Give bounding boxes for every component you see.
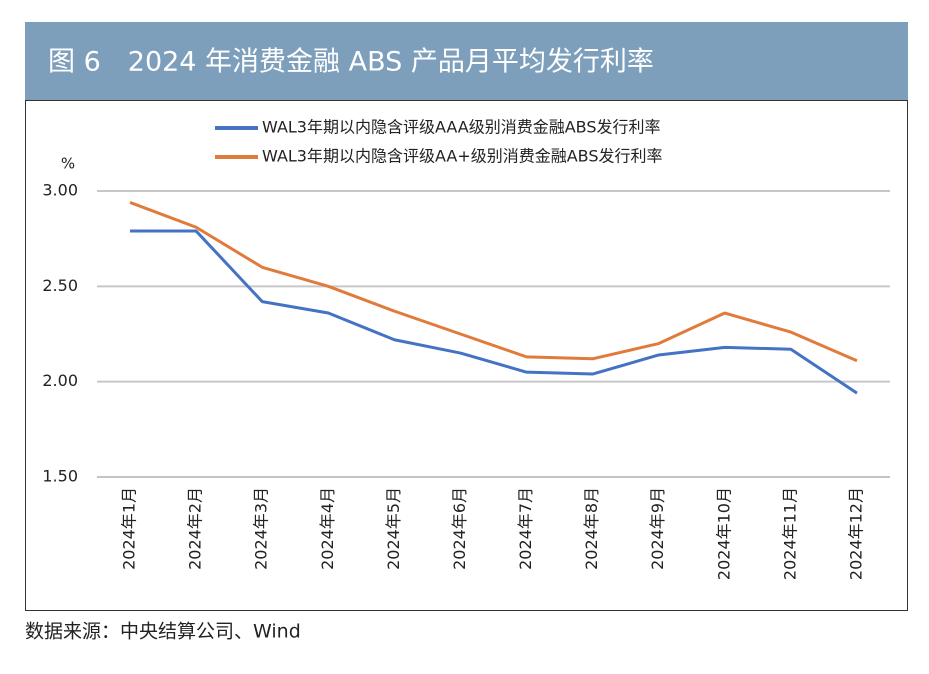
y-tick-label: 2.00 (42, 371, 78, 390)
legend-label: WAL3年期以内隐含评级AA+级别消费金融ABS发行利率 (262, 147, 663, 166)
chart-title: 图 6 2024 年消费金融 ABS 产品月平均发行利率 (48, 47, 654, 78)
y-unit: % (61, 155, 75, 173)
x-tick-label: 2024年4月 (318, 487, 337, 570)
x-tick-label: 2024年10月 (714, 487, 733, 580)
x-tick-label: 2024年6月 (450, 487, 469, 570)
y-tick-label: 3.00 (42, 181, 78, 200)
x-tick-label: 2024年12月 (846, 487, 865, 580)
series-line (129, 201, 858, 363)
series-line (130, 229, 858, 395)
source-note: 数据来源：中央结算公司、Wind (25, 621, 301, 643)
x-tick-label: 2024年3月 (252, 487, 271, 570)
x-tick-label: 2024年1月 (120, 487, 139, 570)
x-tick-label: 2024年11月 (780, 487, 799, 580)
chart-frame (25, 100, 908, 611)
y-tick-label: 1.50 (42, 467, 78, 486)
header-bar (25, 22, 908, 100)
x-tick-label: 2024年5月 (384, 487, 403, 570)
legend-label: WAL3年期以内隐含评级AAA级别消费金融ABS发行利率 (262, 118, 661, 137)
x-tick-label: 2024年8月 (582, 487, 601, 570)
x-tick-label: 2024年9月 (648, 487, 667, 570)
x-tick-label: 2024年2月 (186, 487, 205, 570)
y-tick-label: 2.50 (42, 276, 78, 295)
x-tick-label: 2024年7月 (516, 487, 535, 570)
